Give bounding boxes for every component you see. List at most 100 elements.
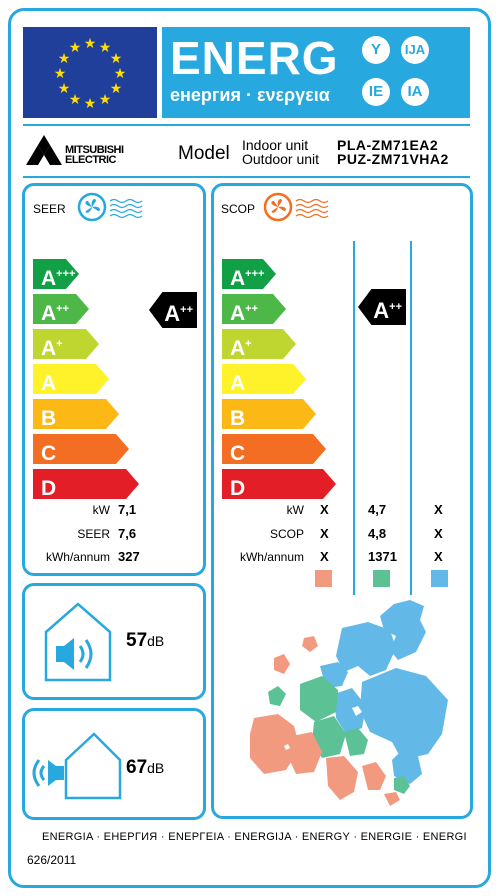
scop-label: SCOP bbox=[221, 202, 256, 216]
svg-text:★: ★ bbox=[54, 65, 67, 81]
scop-class-plus: ++ bbox=[245, 303, 259, 315]
scop-row-value: X bbox=[320, 502, 329, 517]
seer-class-letter: D bbox=[41, 477, 57, 500]
lang-circle-y: Y bbox=[362, 36, 390, 64]
scop-class-letter: A bbox=[230, 302, 246, 325]
scop-class-arrow: A++ bbox=[222, 294, 286, 324]
seer-row-value: 7,1 bbox=[118, 502, 137, 517]
outdoor-noise-panel bbox=[22, 708, 206, 820]
scop-row-label: kW bbox=[286, 503, 304, 517]
zone-divider bbox=[353, 241, 355, 595]
seer-row-label: kWh/annum bbox=[45, 550, 110, 564]
label-frame bbox=[8, 8, 491, 888]
svg-text:★: ★ bbox=[69, 39, 82, 55]
scop-row-value: 1371 bbox=[368, 549, 397, 564]
seer-class-arrow: C bbox=[33, 434, 129, 464]
lang-circle-ie: IE bbox=[362, 78, 390, 106]
scop-row-value: X bbox=[320, 549, 329, 564]
svg-text:★: ★ bbox=[99, 91, 112, 107]
scop-row-value: X bbox=[434, 549, 443, 564]
seer-class-arrow: A+ bbox=[33, 329, 99, 359]
seer-class-letter: C bbox=[41, 442, 57, 465]
seer-class-arrow: A++ bbox=[33, 294, 89, 324]
lang-circle-ia: IA bbox=[401, 78, 429, 106]
scop-row-value: X bbox=[320, 526, 329, 541]
svg-text:★: ★ bbox=[114, 65, 127, 81]
scop-class-plus: +++ bbox=[245, 268, 265, 280]
scop-class-letter: B bbox=[230, 407, 246, 430]
seer-class-arrow: A bbox=[33, 364, 109, 394]
divider-top bbox=[23, 124, 470, 126]
zone-swatch-warm bbox=[315, 570, 332, 587]
svg-text:★: ★ bbox=[99, 39, 112, 55]
indoor-noise-value: 57dB bbox=[126, 630, 165, 651]
zone-divider bbox=[410, 241, 412, 595]
indoor-noise-panel bbox=[22, 583, 206, 700]
svg-text:★: ★ bbox=[110, 80, 123, 96]
seer-class-letter: A bbox=[41, 372, 57, 395]
indoor-model: PLA-ZM71EA2 bbox=[337, 137, 439, 153]
seer-class-arrow: D bbox=[33, 469, 139, 499]
scop-class-letter: A bbox=[230, 337, 246, 360]
seer-class-letter: A bbox=[41, 337, 57, 360]
seer-class-letter: B bbox=[41, 407, 57, 430]
svg-text:★: ★ bbox=[84, 95, 97, 111]
scop-class-arrow: B bbox=[222, 399, 316, 429]
scop-class-arrow: A+ bbox=[222, 329, 296, 359]
seer-panel bbox=[22, 183, 206, 576]
seer-row-value: 7,6 bbox=[118, 526, 137, 541]
unit-values: PLA-ZM71EA2 PUZ-ZM71VHA2 bbox=[337, 138, 449, 166]
seer-class-plus: + bbox=[56, 338, 63, 350]
seer-class-arrow: B bbox=[33, 399, 119, 429]
scop-panel bbox=[211, 183, 473, 819]
scop-row-label: SCOP bbox=[269, 527, 304, 541]
footer-languages: ENERGIA · ЕНЕРГИЯ · ΕΝΕΡΓΕΙΑ · ENERGIJA … bbox=[42, 831, 467, 843]
scop-class-arrow: A bbox=[222, 364, 306, 394]
seer-row-value: 327 bbox=[118, 549, 140, 564]
unit-labels: Indoor unit Outdoor unit bbox=[242, 137, 320, 167]
cooling-fan-icon bbox=[77, 192, 143, 222]
europe-climate-map bbox=[250, 600, 448, 806]
scop-class-plus: + bbox=[245, 338, 252, 350]
scop-row-label: kWh/annum bbox=[239, 550, 304, 564]
zone-swatch-average bbox=[373, 570, 390, 587]
outdoor-model: PUZ-ZM71VHA2 bbox=[337, 151, 449, 167]
scop-row-value: 4,7 bbox=[368, 502, 387, 517]
seer-label: SEER bbox=[33, 202, 66, 216]
seer-class-letter: A bbox=[41, 267, 57, 290]
model-label: Model bbox=[178, 143, 230, 164]
mitsubishi-logo-icon bbox=[26, 135, 62, 165]
scop-class-arrow: C bbox=[222, 434, 326, 464]
seer-row-label: kW bbox=[92, 503, 110, 517]
scop-class-arrow: A+++ bbox=[222, 259, 276, 289]
indoor-speaker-icon bbox=[44, 602, 112, 682]
eu-flag: ★ ★ ★ ★ ★ ★ ★ ★ ★ ★ ★ ★ bbox=[23, 27, 157, 118]
scop-row-value: X bbox=[434, 526, 443, 541]
scop-class-letter: A bbox=[230, 267, 246, 290]
svg-text:★: ★ bbox=[58, 50, 71, 66]
svg-text:★: ★ bbox=[58, 80, 71, 96]
seer-row-label: SEER bbox=[77, 527, 110, 541]
heating-fan-icon bbox=[263, 192, 329, 222]
outdoor-speaker-icon bbox=[32, 732, 122, 800]
scop-row-value: X bbox=[434, 502, 443, 517]
eu-stars-icon: ★ ★ ★ ★ ★ ★ ★ ★ ★ ★ ★ ★ bbox=[54, 35, 127, 111]
lang-circle-ija: IJA bbox=[401, 36, 429, 64]
scop-class-arrow: D bbox=[222, 469, 336, 499]
svg-text:★: ★ bbox=[84, 35, 97, 51]
seer-class-letter: A bbox=[41, 302, 57, 325]
outdoor-noise-value: 67dB bbox=[126, 757, 165, 778]
scop-class-letter: A bbox=[230, 372, 246, 395]
svg-text:★: ★ bbox=[110, 50, 123, 66]
energy-subtitle: енергия · ενεργεια bbox=[170, 85, 330, 105]
energy-title: ENERG bbox=[170, 32, 339, 84]
svg-text:★: ★ bbox=[69, 91, 82, 107]
divider-model bbox=[23, 176, 470, 178]
regulation-number: 626/2011 bbox=[27, 853, 77, 867]
seer-class-plus: +++ bbox=[56, 268, 76, 280]
scop-class-letter: C bbox=[230, 442, 246, 465]
scop-row-value: 4,8 bbox=[368, 526, 387, 541]
seer-class-plus: ++ bbox=[56, 303, 70, 315]
zone-swatch-cold bbox=[431, 570, 448, 587]
brand-name: MITSUBISHI ELECTRIC bbox=[65, 144, 124, 166]
